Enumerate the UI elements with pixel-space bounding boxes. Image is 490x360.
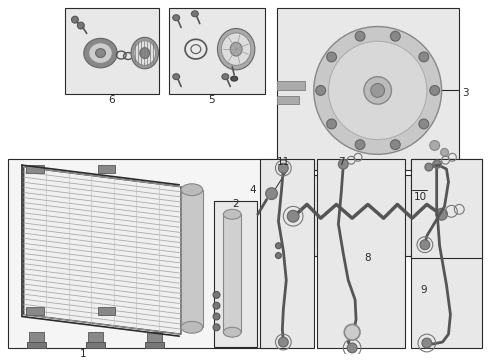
Bar: [277, 81, 305, 90]
Ellipse shape: [131, 37, 158, 69]
Circle shape: [347, 343, 357, 353]
Bar: [88, 332, 103, 344]
Text: 7: 7: [339, 157, 345, 167]
Bar: [214, 202, 257, 347]
Ellipse shape: [89, 43, 112, 63]
Circle shape: [422, 338, 432, 348]
Circle shape: [433, 160, 441, 168]
Ellipse shape: [140, 48, 149, 58]
Bar: [8, 159, 278, 348]
Circle shape: [425, 163, 433, 171]
Bar: [27, 342, 47, 348]
Ellipse shape: [134, 41, 155, 66]
Ellipse shape: [181, 184, 203, 195]
Bar: [170, 8, 265, 94]
Bar: [145, 342, 165, 348]
Bar: [277, 8, 459, 170]
Bar: [86, 342, 105, 348]
Circle shape: [287, 210, 299, 222]
Circle shape: [419, 119, 429, 129]
Circle shape: [213, 324, 220, 331]
Bar: [411, 159, 482, 348]
Circle shape: [275, 243, 281, 249]
Bar: [26, 165, 44, 173]
Bar: [317, 159, 405, 348]
Text: 1: 1: [79, 349, 86, 359]
Ellipse shape: [364, 77, 392, 104]
Text: 2: 2: [232, 199, 239, 208]
Circle shape: [430, 140, 440, 150]
Ellipse shape: [221, 33, 251, 66]
Text: 5: 5: [208, 95, 215, 105]
Circle shape: [419, 52, 429, 62]
Text: 10: 10: [414, 192, 427, 202]
Ellipse shape: [173, 74, 180, 80]
Bar: [277, 175, 459, 256]
Circle shape: [72, 16, 78, 23]
Circle shape: [316, 86, 325, 95]
Bar: [98, 165, 115, 173]
Circle shape: [213, 313, 220, 320]
Circle shape: [327, 52, 337, 62]
Ellipse shape: [223, 210, 241, 219]
Circle shape: [355, 140, 365, 149]
Ellipse shape: [96, 49, 105, 58]
Circle shape: [436, 208, 447, 220]
Bar: [260, 159, 314, 348]
Circle shape: [266, 188, 277, 199]
Polygon shape: [24, 167, 181, 334]
Circle shape: [275, 253, 281, 258]
Ellipse shape: [231, 76, 238, 81]
Circle shape: [355, 31, 365, 41]
Circle shape: [213, 302, 220, 309]
Bar: [223, 214, 241, 332]
Circle shape: [441, 148, 448, 156]
Ellipse shape: [222, 74, 229, 80]
Text: 8: 8: [365, 253, 371, 262]
Text: 6: 6: [108, 95, 115, 105]
Bar: [65, 8, 159, 94]
Ellipse shape: [230, 42, 242, 56]
Bar: [29, 332, 45, 344]
Text: 3: 3: [462, 88, 469, 98]
Bar: [147, 332, 163, 344]
Bar: [26, 307, 44, 315]
Circle shape: [278, 163, 288, 173]
Circle shape: [420, 240, 430, 250]
Ellipse shape: [218, 28, 255, 70]
Bar: [277, 96, 299, 104]
Ellipse shape: [84, 38, 117, 68]
Circle shape: [391, 31, 400, 41]
Text: 4: 4: [249, 185, 256, 195]
Circle shape: [391, 140, 400, 149]
Ellipse shape: [192, 11, 198, 17]
Circle shape: [339, 159, 348, 169]
Bar: [411, 159, 482, 257]
Ellipse shape: [173, 15, 180, 21]
Ellipse shape: [181, 321, 203, 333]
Ellipse shape: [314, 27, 441, 154]
Circle shape: [430, 86, 440, 95]
Ellipse shape: [223, 327, 241, 337]
Ellipse shape: [371, 84, 385, 97]
Ellipse shape: [329, 41, 427, 140]
Text: 11: 11: [277, 157, 290, 167]
Circle shape: [344, 324, 360, 340]
Circle shape: [278, 337, 288, 347]
Bar: [98, 307, 115, 315]
Circle shape: [213, 292, 220, 298]
Circle shape: [327, 119, 337, 129]
Circle shape: [77, 22, 84, 29]
Bar: [181, 190, 203, 327]
Text: 9: 9: [420, 285, 427, 295]
